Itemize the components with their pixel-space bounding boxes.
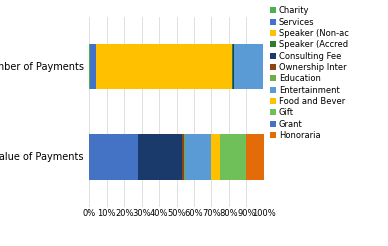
Bar [138, 135, 182, 180]
Bar [234, 44, 263, 89]
Bar [90, 44, 96, 89]
Bar [232, 44, 233, 89]
Bar [89, 135, 138, 180]
Bar [182, 135, 184, 180]
Bar [233, 44, 234, 89]
Bar [89, 44, 90, 89]
Bar [96, 44, 232, 89]
Legend: Charity, Services, Speaker (Non-ac, Speaker (Accred, Consulting Fee, Ownership I: Charity, Services, Speaker (Non-ac, Spea… [270, 6, 349, 140]
Bar [185, 135, 211, 180]
Bar [211, 135, 220, 180]
Bar [184, 135, 185, 180]
Bar [246, 135, 264, 180]
Bar [220, 135, 246, 180]
